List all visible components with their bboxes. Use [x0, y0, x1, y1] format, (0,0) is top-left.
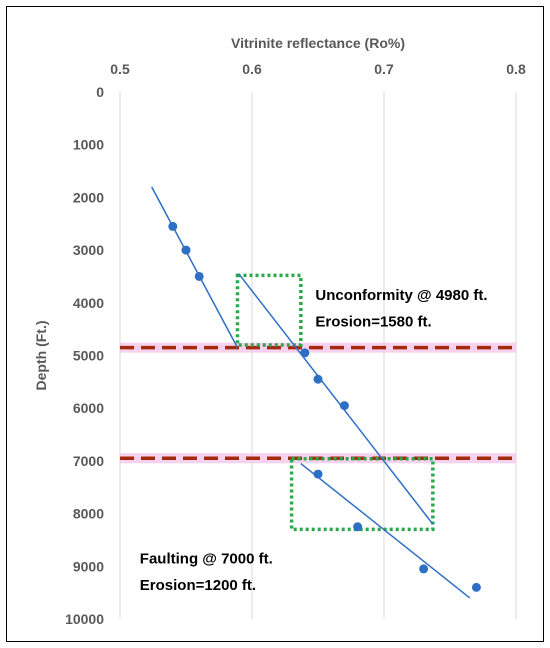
y-tick-label: 6000 — [73, 400, 104, 416]
x-tick-label: 0.7 — [374, 61, 394, 77]
y-tick-label: 10000 — [65, 611, 104, 627]
data-point — [313, 469, 323, 479]
trend-line — [300, 462, 471, 599]
trend-line — [151, 186, 239, 348]
data-point — [300, 348, 310, 358]
y-tick-label: 2000 — [73, 189, 104, 205]
data-point — [353, 522, 363, 532]
x-axis-title: Vitrinite reflectance (Ro%) — [231, 35, 405, 51]
x-tick-label: 0.8 — [506, 61, 526, 77]
y-tick-label: 7000 — [73, 453, 104, 469]
y-tick-label: 9000 — [73, 558, 104, 574]
data-point — [471, 582, 481, 592]
y-tick-label: 8000 — [73, 506, 104, 522]
figure-frame — [6, 6, 544, 642]
y-tick-label: 4000 — [73, 295, 104, 311]
trend-line — [238, 273, 434, 525]
y-axis-title: Depth (Ft.) — [33, 321, 49, 391]
annotation-label: Unconformity @ 4980 ft. — [315, 287, 487, 304]
x-tick-label: 0.5 — [110, 61, 130, 77]
data-point — [419, 564, 429, 574]
y-tick-label: 0 — [96, 84, 104, 100]
data-point — [313, 374, 323, 384]
annotation-label: Erosion=1200 ft. — [140, 577, 256, 594]
data-point — [339, 401, 349, 411]
data-point — [168, 221, 178, 231]
data-point — [194, 271, 204, 281]
data-point — [181, 245, 191, 255]
highlight-box — [235, 273, 303, 347]
annotation-label: Faulting @ 7000 ft. — [140, 551, 273, 568]
y-tick-label: 3000 — [73, 242, 104, 258]
y-tick-label: 1000 — [73, 137, 104, 153]
highlight-box — [289, 457, 435, 532]
y-tick-label: 5000 — [73, 348, 104, 364]
annotation-label: Erosion=1580 ft. — [315, 314, 431, 331]
x-tick-label: 0.6 — [242, 61, 262, 77]
